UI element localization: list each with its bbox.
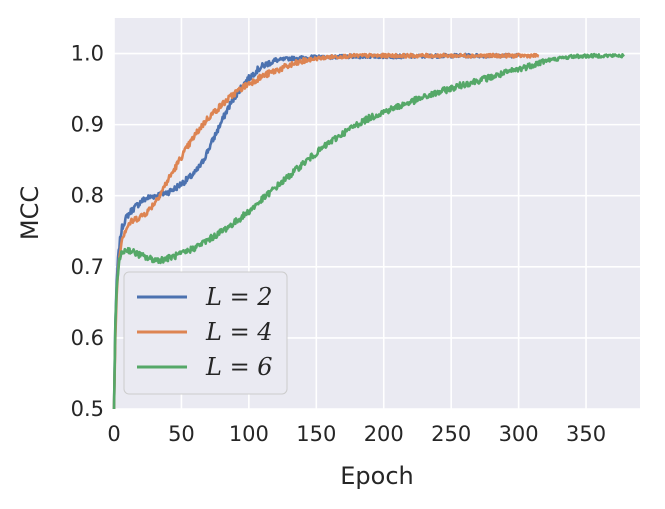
x-tick-label: 0	[107, 422, 120, 446]
y-tick-label: 0.9	[71, 113, 104, 137]
x-tick-label: 150	[296, 422, 336, 446]
legend-label-l6: L = 6	[205, 353, 273, 381]
y-tick-label: 0.5	[71, 397, 104, 421]
x-tick-label: 100	[229, 422, 269, 446]
y-tick-label: 0.6	[71, 326, 104, 350]
x-axis-label: Epoch	[340, 462, 414, 490]
x-tick-label: 350	[566, 422, 606, 446]
x-tick-label: 300	[499, 422, 539, 446]
x-tick-label: 200	[364, 422, 404, 446]
series-lines	[112, 52, 625, 410]
x-tick-label: 50	[168, 422, 195, 446]
y-tick-label: 0.7	[71, 255, 104, 279]
x-tick-label: 250	[431, 422, 471, 446]
legend: L = 2 L = 4 L = 6	[123, 271, 288, 395]
series-line-1	[112, 52, 540, 410]
y-axis-label: MCC	[16, 186, 44, 240]
y-tick-label: 1.0	[71, 42, 104, 66]
y-tick-label: 0.8	[71, 184, 104, 208]
y-tick-labels: 0.5 0.6 0.7 0.8 0.9 1.0	[71, 42, 104, 421]
series-line-2	[112, 52, 625, 410]
x-tick-labels: 0 50 100 150 200 250 300 350	[107, 422, 606, 446]
legend-label-l4: L = 4	[205, 318, 273, 346]
legend-label-l2: L = 2	[205, 283, 273, 311]
legend-box	[123, 271, 288, 395]
